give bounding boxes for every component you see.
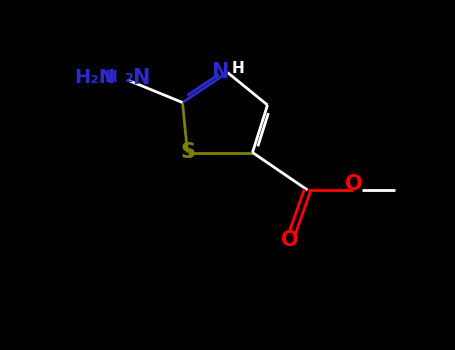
Text: O: O xyxy=(345,174,362,194)
Text: S: S xyxy=(180,142,195,162)
Text: H₂N: H₂N xyxy=(74,68,115,87)
Text: N: N xyxy=(211,63,229,83)
Text: N: N xyxy=(131,68,149,88)
Text: O: O xyxy=(281,230,299,250)
Text: H: H xyxy=(232,61,245,76)
Text: H: H xyxy=(105,70,117,85)
Text: 2: 2 xyxy=(125,72,134,85)
